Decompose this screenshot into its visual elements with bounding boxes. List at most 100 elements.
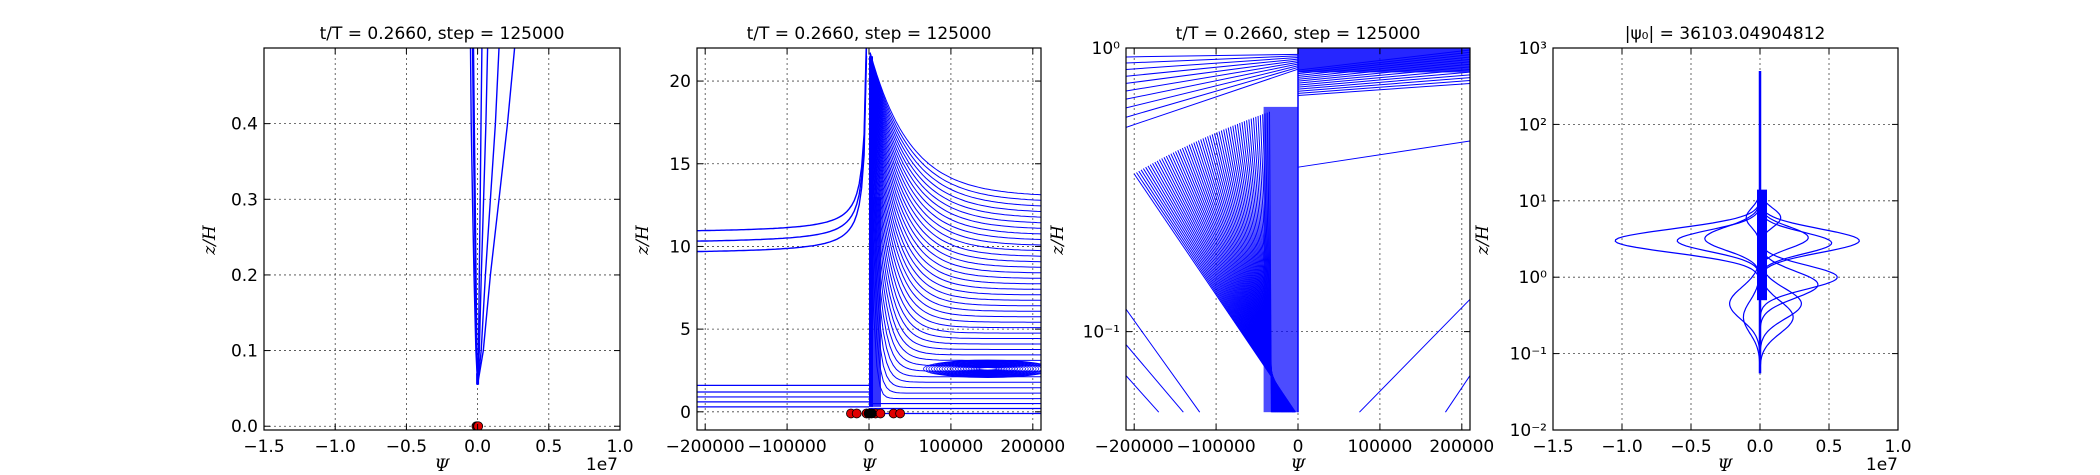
series-line — [1126, 53, 1299, 58]
series-line — [1126, 63, 1299, 100]
series-line — [869, 70, 1041, 334]
x-tick-label: 200000 — [1000, 437, 1065, 457]
series-line — [869, 54, 1041, 235]
series-line — [1126, 308, 1201, 413]
data-marker — [867, 408, 877, 418]
panel-2-ylabel: z/H — [633, 224, 653, 256]
series-line — [869, 196, 881, 407]
series-line — [869, 52, 1041, 201]
x-tick-label: 0 — [1293, 437, 1304, 457]
series-line — [1126, 66, 1299, 118]
x-tick-label: −1.5 — [243, 437, 284, 457]
series-line — [869, 53, 1041, 212]
series-line — [1297, 77, 1470, 92]
series-line — [476, 48, 483, 385]
y-tick-label: 5 — [680, 320, 691, 340]
series-line — [869, 68, 1041, 329]
data-marker — [851, 408, 862, 419]
x-tick-label: 100000 — [918, 437, 983, 457]
series-line — [697, 48, 868, 242]
series-line — [869, 64, 1041, 312]
y-tick-label: 10 — [669, 237, 691, 257]
y-tick-label: 0.4 — [231, 115, 258, 135]
x-tick-label: −100000 — [1177, 437, 1256, 457]
series-line — [869, 74, 1041, 345]
series-line — [869, 58, 1041, 274]
series-line — [923, 359, 1041, 378]
series-line — [869, 157, 1041, 400]
series-line — [1614, 186, 1761, 373]
series-line — [869, 62, 1041, 301]
panel-4-title: |ψ₀| = 36103.04904812 — [1625, 24, 1826, 44]
plot-area-2 — [697, 48, 1041, 430]
series-line — [869, 67, 1041, 323]
y-tick-label: 0.1 — [231, 342, 258, 362]
series-line — [869, 56, 1041, 257]
series-line — [1297, 82, 1470, 97]
series-line — [1126, 55, 1299, 64]
panel-2-title: t/T = 0.2660, step = 125000 — [747, 24, 992, 44]
series-line — [1359, 298, 1470, 413]
x-tick-label: 0.0 — [464, 437, 491, 457]
axes-frame — [263, 47, 621, 431]
series-line — [1297, 71, 1470, 88]
series-line — [869, 118, 1041, 389]
series-line — [1126, 56, 1299, 70]
x-tick-label: 0.0 — [1746, 437, 1773, 457]
y-tick-label: 0 — [680, 403, 691, 423]
series-line — [1297, 74, 1470, 90]
series-line — [869, 107, 1041, 383]
y-tick-label: 10⁰ — [1519, 268, 1548, 288]
y-tick-label: 10⁰ — [1092, 39, 1121, 59]
series-line — [471, 48, 479, 385]
series-line — [869, 77, 1041, 350]
panel-4-xlabel: Ψ — [1718, 456, 1734, 475]
series-line — [1126, 375, 1160, 413]
series-line — [869, 56, 1041, 252]
panel-3-title: t/T = 0.2660, step = 125000 — [1176, 24, 1421, 44]
y-tick-label: 0.0 — [231, 417, 258, 437]
y-tick-label: 10² — [1519, 115, 1547, 135]
y-tick-label: 10⁻¹ — [1083, 323, 1120, 343]
panel-4-x-offset: 1e7 — [1866, 455, 1898, 475]
panel-1-title: t/T = 0.2660, step = 125000 — [320, 24, 565, 44]
series-line — [476, 48, 500, 385]
panel-4: |ψ₀| = 36103.04904812 Ψ z/H 1e7 −1.5 −1.0… — [1473, 24, 1912, 475]
series-line — [1297, 140, 1470, 168]
panel-3-xlabel: Ψ — [1291, 456, 1307, 475]
plot-area-4 — [1553, 48, 1898, 430]
x-tick-label: −100000 — [748, 437, 827, 457]
series-line — [869, 57, 1041, 263]
panel-3: t/T = 0.2660, step = 125000 Ψ z/H −20000… — [1048, 24, 1494, 475]
x-tick-label: −1.0 — [315, 437, 356, 457]
series-line — [869, 61, 1041, 296]
series-line — [869, 63, 1041, 307]
series-line — [1126, 344, 1184, 413]
series-line — [869, 55, 1041, 240]
panel-3-ylabel: z/H — [1048, 224, 1068, 256]
series-line — [869, 52, 1041, 207]
series-line — [869, 60, 1041, 290]
y-tick-label: 0.2 — [231, 266, 258, 286]
series-line — [1126, 68, 1299, 128]
panel-2-xlabel: Ψ — [862, 456, 878, 475]
y-tick-label: 0.3 — [231, 190, 258, 210]
series-line — [1297, 80, 1470, 94]
x-tick-label: 200000 — [1429, 437, 1494, 457]
y-tick-label: 20 — [669, 72, 691, 92]
series-line — [869, 72, 1041, 340]
x-tick-label: −200000 — [666, 437, 745, 457]
series-line — [869, 59, 1041, 285]
panel-4-ylabel: z/H — [1473, 224, 1493, 256]
panel-1-ylabel: z/H — [200, 224, 220, 256]
panel-1: t/T = 0.2660, step = 125000 Ψ z/H 1e7 −1… — [200, 24, 634, 475]
series-line — [697, 48, 867, 232]
series-line — [869, 134, 1041, 394]
series-line — [869, 53, 1041, 218]
data-marker — [473, 421, 484, 430]
series-line — [1126, 58, 1299, 77]
data-marker — [895, 408, 906, 419]
x-tick-label: −0.5 — [1670, 437, 1711, 457]
y-tick-label: 10¹ — [1519, 192, 1547, 212]
